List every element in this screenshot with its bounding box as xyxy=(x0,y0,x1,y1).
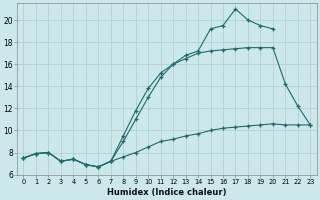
X-axis label: Humidex (Indice chaleur): Humidex (Indice chaleur) xyxy=(107,188,227,197)
